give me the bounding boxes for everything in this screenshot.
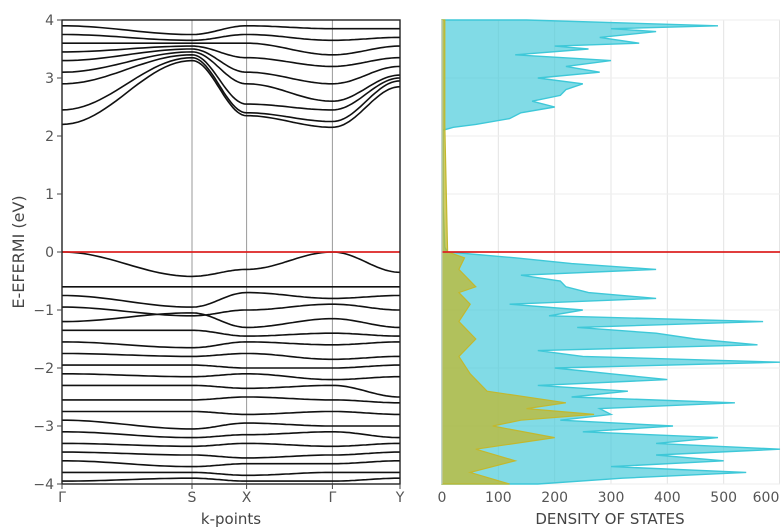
band-line — [62, 477, 400, 482]
band-line — [61, 59, 401, 129]
band-x-tick-label: Y — [395, 490, 405, 506]
dos-partial-area — [441, 19, 595, 485]
band-line — [62, 410, 400, 416]
band-y-tick-label: 0 — [45, 245, 54, 261]
band-line — [61, 53, 401, 111]
band-line — [62, 33, 400, 42]
band-line — [62, 291, 400, 308]
band-lines — [61, 24, 401, 482]
band-x-tick-label: Γ — [328, 490, 336, 506]
dos-x-tick-label: 600 — [753, 490, 780, 506]
band-line — [62, 471, 400, 477]
band-x-tick-label: S — [188, 490, 197, 506]
band-line — [62, 364, 400, 369]
band-x-tick-label: X — [242, 490, 252, 506]
band-line — [62, 451, 400, 459]
dos-x-tick-label: 100 — [485, 490, 512, 506]
band-line — [62, 459, 400, 468]
band-line — [62, 329, 400, 337]
band-line — [62, 48, 401, 85]
dos-x-tick-label: 200 — [541, 490, 568, 506]
band-y-tick-label: −3 — [33, 419, 54, 435]
band-line — [61, 51, 401, 103]
band-y-tick-label: −2 — [33, 361, 54, 377]
band-y-tick-label: 1 — [45, 187, 54, 203]
band-y-tick-label: −1 — [33, 303, 54, 319]
band-x-axis-label: k-points — [201, 510, 261, 528]
band-structure-panel: 4 3 2 1 0 −1 −2 −3 −4 Γ S X Γ Y E-EFERMI (eV) k-poin… — [9, 13, 405, 528]
band-x-tick-label: Γ — [58, 490, 66, 506]
dos-x-tick-label: 400 — [654, 490, 681, 506]
band-line — [62, 42, 400, 56]
band-line — [62, 442, 400, 448]
band-y-axis-label: E-EFERMI (eV) — [9, 195, 28, 308]
band-line — [61, 56, 401, 123]
band-line — [62, 45, 400, 68]
band-line — [62, 384, 400, 398]
band-line — [62, 430, 400, 439]
dos-total-area — [441, 19, 781, 485]
band-line — [62, 419, 400, 430]
band-line — [62, 341, 400, 349]
band-line — [62, 396, 400, 404]
band-line — [62, 303, 400, 317]
dos-x-tick-label: 300 — [598, 490, 625, 506]
band-line — [62, 24, 400, 36]
dos-panel: 0 100 200 300 400 500 600 DENSITY OF STATES — [438, 19, 781, 528]
band-y-tick-label: 2 — [45, 129, 54, 145]
band-y-ticks: 4 3 2 1 0 −1 −2 −3 −4 — [33, 13, 62, 493]
band-line — [62, 372, 400, 381]
dos-x-tick-label: 0 — [438, 490, 447, 506]
band-line — [61, 251, 401, 278]
band-y-tick-label: 3 — [45, 71, 54, 87]
band-y-tick-label: 4 — [45, 13, 54, 29]
band-y-tick-label: −4 — [33, 477, 54, 493]
dos-x-ticks: 0 100 200 300 400 500 600 — [438, 490, 780, 506]
band-line — [62, 312, 400, 329]
dos-x-axis-label: DENSITY OF STATES — [535, 510, 684, 528]
band-line — [62, 352, 400, 361]
dos-x-tick-label: 500 — [710, 490, 737, 506]
